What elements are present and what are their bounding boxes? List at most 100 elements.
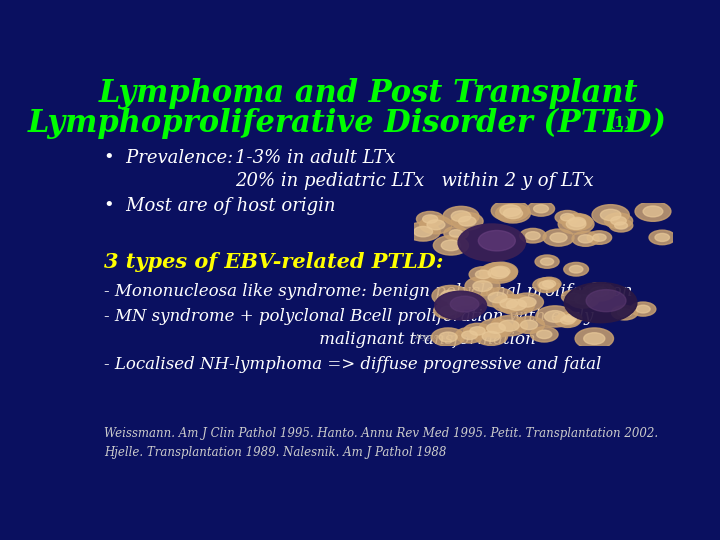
Circle shape (600, 210, 621, 220)
Circle shape (433, 235, 469, 255)
Circle shape (491, 200, 529, 221)
Circle shape (611, 217, 626, 225)
Circle shape (539, 281, 554, 289)
Text: 3 types of EBV-related PTLD:: 3 types of EBV-related PTLD: (104, 252, 444, 272)
Circle shape (478, 231, 516, 251)
Circle shape (537, 277, 561, 291)
Circle shape (479, 319, 513, 338)
Circle shape (575, 295, 592, 304)
Circle shape (649, 230, 675, 245)
Circle shape (536, 306, 574, 327)
Circle shape (630, 302, 656, 316)
Text: 1-3% in adult LTx: 1-3% in adult LTx (235, 150, 395, 167)
Circle shape (443, 206, 479, 226)
Circle shape (536, 330, 552, 339)
Circle shape (558, 214, 594, 234)
Circle shape (575, 328, 613, 349)
Circle shape (562, 213, 593, 231)
Circle shape (550, 233, 567, 242)
Circle shape (470, 327, 485, 335)
Circle shape (570, 266, 583, 273)
Circle shape (535, 255, 559, 268)
Circle shape (458, 224, 526, 261)
Circle shape (609, 219, 633, 232)
Text: Atypical lymphocytes...: Atypical lymphocytes... (413, 333, 503, 341)
Circle shape (544, 310, 565, 322)
Circle shape (441, 240, 461, 251)
Circle shape (488, 292, 507, 303)
Circle shape (416, 212, 444, 227)
Circle shape (643, 206, 663, 217)
Circle shape (561, 316, 575, 324)
Circle shape (510, 293, 544, 311)
Circle shape (533, 278, 559, 293)
Circle shape (406, 222, 441, 241)
Circle shape (451, 292, 482, 309)
Circle shape (483, 262, 518, 281)
Text: - MN syndrome + polyclonal Bcell proliferation with early: - MN syndrome + polyclonal Bcell prolife… (104, 308, 593, 325)
Circle shape (431, 328, 464, 346)
Circle shape (582, 282, 616, 301)
Text: - Localised NH-lymphoma => diffuse progressive and fatal: - Localised NH-lymphoma => diffuse progr… (104, 356, 601, 373)
Circle shape (491, 315, 528, 336)
Circle shape (604, 213, 633, 228)
Circle shape (459, 217, 476, 226)
Circle shape (432, 286, 470, 306)
Circle shape (441, 294, 470, 310)
Circle shape (543, 229, 574, 246)
Circle shape (578, 235, 593, 243)
Circle shape (451, 213, 483, 230)
Circle shape (474, 327, 508, 346)
Circle shape (473, 281, 492, 292)
Circle shape (618, 309, 631, 317)
Circle shape (455, 327, 484, 343)
Circle shape (520, 228, 546, 243)
Circle shape (465, 276, 500, 296)
Circle shape (500, 205, 521, 217)
Circle shape (564, 282, 637, 323)
Circle shape (492, 295, 525, 312)
Text: •  Most are of host origin: • Most are of host origin (104, 197, 336, 215)
Circle shape (655, 233, 670, 241)
Circle shape (528, 201, 554, 216)
Circle shape (615, 222, 628, 229)
Circle shape (636, 305, 650, 313)
Circle shape (534, 205, 549, 213)
Circle shape (567, 293, 580, 300)
Circle shape (498, 295, 534, 315)
Circle shape (555, 211, 580, 224)
Circle shape (567, 291, 599, 308)
Circle shape (480, 288, 515, 307)
Circle shape (423, 215, 438, 223)
Circle shape (562, 290, 586, 303)
Circle shape (572, 232, 599, 246)
Circle shape (499, 320, 519, 332)
Circle shape (414, 226, 433, 237)
Circle shape (435, 291, 487, 320)
Circle shape (487, 323, 505, 333)
Circle shape (557, 312, 582, 325)
Circle shape (448, 298, 464, 306)
Circle shape (584, 333, 605, 345)
Circle shape (635, 201, 671, 221)
Circle shape (593, 234, 606, 241)
Circle shape (451, 211, 471, 222)
Circle shape (420, 216, 452, 234)
Circle shape (521, 320, 538, 329)
Circle shape (518, 297, 536, 307)
Text: Lymphoproliferative Disorder (PTLD): Lymphoproliferative Disorder (PTLD) (27, 107, 666, 139)
Circle shape (555, 313, 580, 327)
Circle shape (462, 331, 477, 340)
Circle shape (590, 287, 608, 297)
Circle shape (526, 232, 540, 240)
Circle shape (503, 208, 523, 219)
Circle shape (488, 267, 508, 279)
Circle shape (444, 227, 468, 240)
Circle shape (513, 316, 544, 334)
Circle shape (500, 299, 518, 308)
Text: 20% in pediatric LTx   within 2 y of LTx: 20% in pediatric LTx within 2 y of LTx (235, 172, 594, 190)
Text: Weissmann. Am J Clin Pathol 1995. Hanto. Annu Rev Med 1995. Petit. Transplantati: Weissmann. Am J Clin Pathol 1995. Hanto.… (104, 427, 658, 459)
Circle shape (464, 323, 492, 339)
Circle shape (427, 220, 445, 229)
Text: Lymphoma and Post Transplant: Lymphoma and Post Transplant (99, 78, 639, 110)
